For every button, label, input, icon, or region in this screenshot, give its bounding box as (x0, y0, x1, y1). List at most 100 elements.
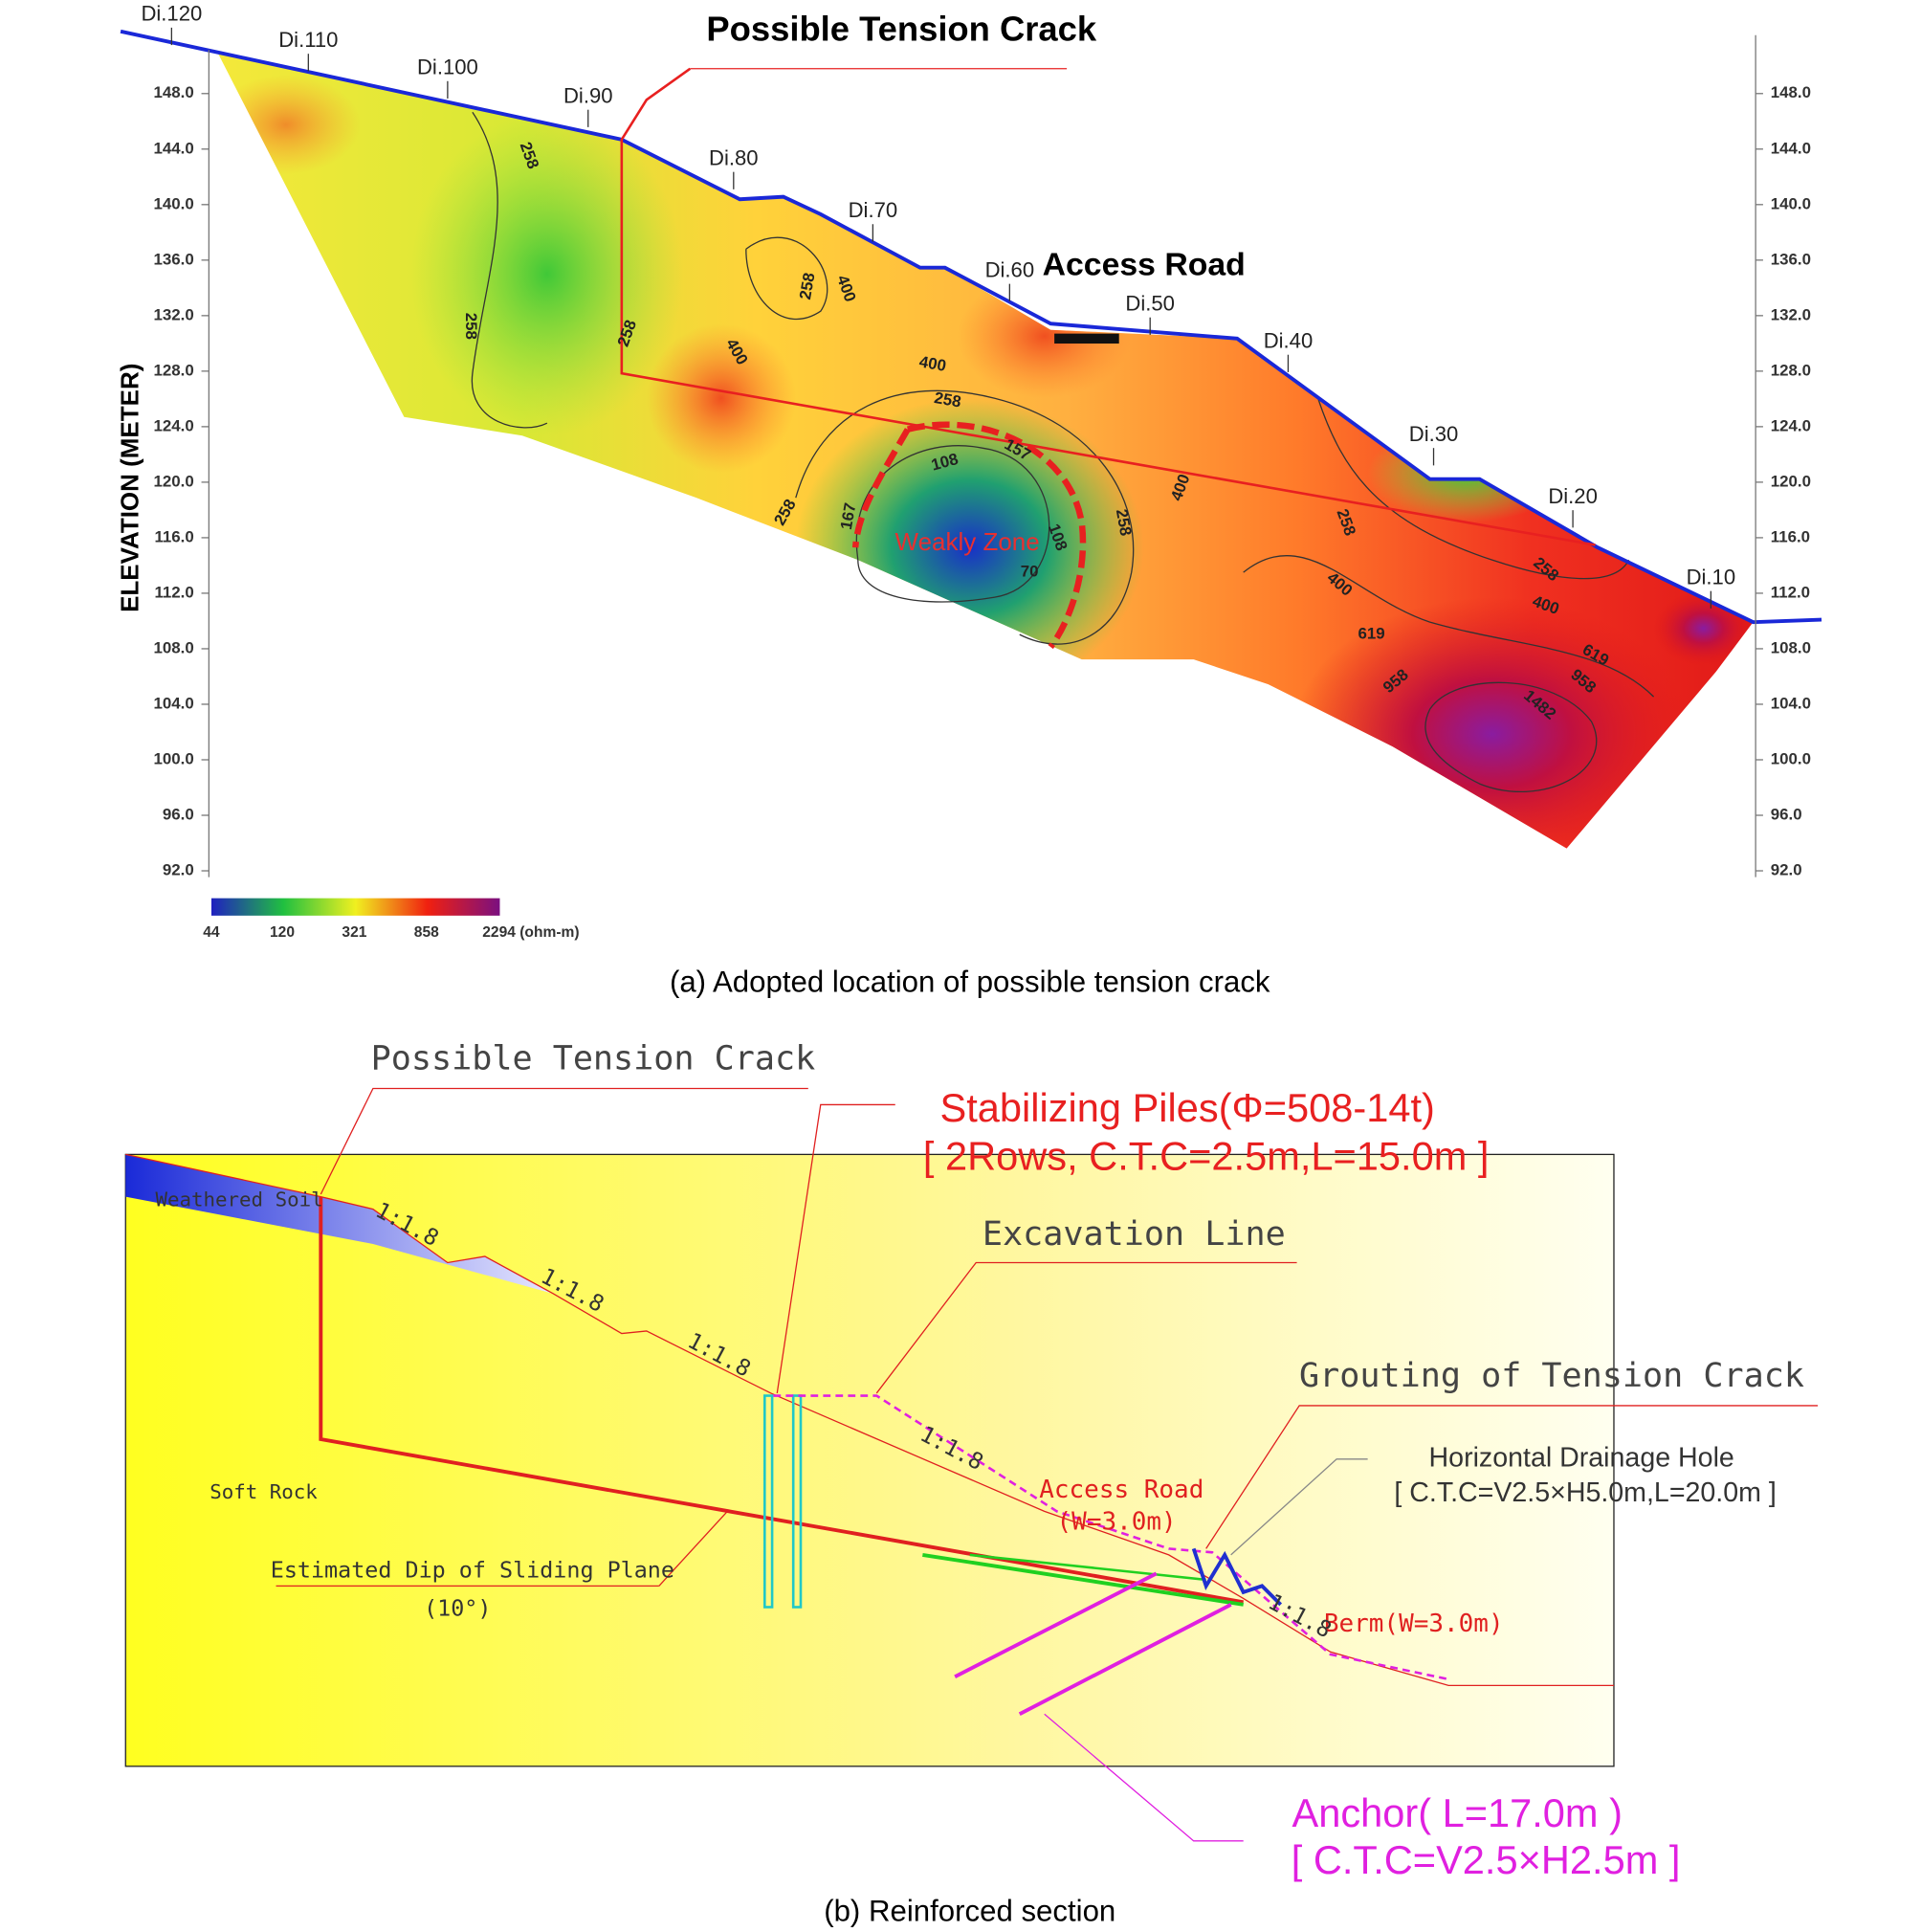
station-label: Di.30 (1409, 422, 1459, 446)
y-tick-label: 92.0 (1771, 860, 1802, 878)
station-label: Di.60 (985, 257, 1035, 281)
station-label: Di.120 (141, 2, 202, 26)
pile (763, 1394, 774, 1609)
drainage-label: Horizontal Drainage Hole (1429, 1442, 1734, 1473)
y-tick-label: 92.0 (163, 860, 194, 878)
title: Possible Tension Crack (706, 9, 1096, 48)
station-label: Di.70 (849, 198, 898, 222)
leader-lines (276, 1087, 1819, 1588)
y-tick-label: 100.0 (1771, 749, 1811, 767)
y-tick-label: 124.0 (1771, 416, 1811, 434)
tension-crack-label: Possible Tension Crack (371, 1039, 816, 1078)
weak-zone-outline (906, 421, 1087, 650)
soft-rock (124, 1153, 1615, 1767)
drainage-hole (922, 1552, 1244, 1607)
anchor (954, 1571, 1158, 1679)
y-tick-label: 140.0 (154, 194, 194, 212)
weathered-soil-label: Weathered Soil (155, 1188, 322, 1210)
y-tick-label: 100.0 (154, 749, 194, 767)
anchor (1018, 1603, 1232, 1716)
station-label: Di.80 (709, 145, 759, 169)
sliding-plane-angle: (10°) (424, 1595, 491, 1622)
piles-spec: [ 2Rows, C.T.C=2.5m,L=15.0m ] (923, 1134, 1490, 1179)
weathered-soil (125, 1154, 554, 1294)
station-label: Di.40 (1264, 329, 1314, 353)
colorbar-label: 2294 (ohm-m) (482, 924, 579, 941)
station-label: Di.50 (1125, 292, 1175, 316)
y-tick-label: 144.0 (1771, 139, 1811, 157)
colorbar-label: 321 (342, 924, 366, 941)
weak-zone-label: Weakly Zone (895, 527, 1040, 556)
access-road-label: Access Road (1043, 246, 1246, 282)
ground-line (125, 1153, 1614, 1687)
anchor-leader (1044, 1713, 1244, 1842)
colorbar-label: 858 (414, 924, 439, 941)
y-tick-label: 148.0 (154, 83, 194, 101)
anchor-spec: [ C.T.C=V2.5×H2.5m ] (1292, 1837, 1681, 1882)
contour-label: 258 (1113, 507, 1136, 537)
contours (471, 111, 1655, 792)
weak-zone-outline (851, 428, 911, 548)
access-road-width: (W=3.0m) (1057, 1508, 1177, 1537)
excavation-line (773, 1394, 1449, 1681)
berm-label: Berm(W=3.0m) (1324, 1610, 1504, 1638)
sliding-plane-label: Estimated Dip of Sliding Plane (271, 1556, 674, 1583)
y-axis-label: ELEVATION (METER) (116, 364, 144, 612)
resistivity-section (217, 52, 1754, 849)
y-tick-label: 136.0 (1771, 250, 1811, 268)
y-tick-label: 116.0 (1771, 527, 1810, 545)
y-tick-label: 96.0 (163, 805, 194, 823)
excavation-label: Excavation Line (983, 1214, 1286, 1254)
y-tick-label: 112.0 (1771, 583, 1810, 601)
colorbar (210, 898, 500, 916)
ground-surface (120, 29, 1822, 625)
anchor-label: Anchor( L=17.0m ) (1292, 1790, 1623, 1835)
y-tick-label: 144.0 (154, 139, 194, 157)
y-tick-label: 112.0 (154, 583, 193, 601)
y-tick-label: 140.0 (1771, 194, 1811, 212)
caption: (b) Reinforced section (824, 1894, 1115, 1927)
sliding-plane (319, 1196, 1245, 1605)
colorbar-label: 120 (270, 924, 295, 941)
soft-rock-label: Soft Rock (210, 1480, 318, 1503)
grouting-label: Grouting of Tension Crack (1299, 1356, 1804, 1395)
drainage-spec: [ C.T.C=V2.5×H5.0m,L=20.0m ] (1394, 1477, 1777, 1508)
y-tick-label: 124.0 (154, 416, 194, 434)
station-label: Di.90 (563, 84, 613, 108)
y-tick-label: 128.0 (1771, 361, 1811, 379)
y-tick-label: 104.0 (1771, 694, 1811, 712)
access-road-mark (1054, 333, 1119, 344)
y-tick-label: 132.0 (1771, 305, 1811, 323)
y-tick-label: 116.0 (154, 527, 193, 545)
contour-label: 400 (917, 352, 947, 375)
caption: (a) Adopted location of possible tension… (670, 966, 1270, 999)
y-tick-label: 148.0 (1771, 83, 1811, 101)
contour-label: 619 (1358, 625, 1384, 643)
y-tick-label: 128.0 (154, 361, 194, 379)
y-tick-label: 108.0 (154, 638, 194, 656)
station-label: Di.10 (1687, 565, 1736, 588)
piles-label: Stabilizing Piles(Φ=508-14t) (940, 1085, 1435, 1130)
y-tick-label: 104.0 (154, 694, 194, 712)
grouting (1191, 1547, 1283, 1607)
colorbar-label: 44 (203, 924, 220, 941)
y-tick-label: 96.0 (1771, 805, 1802, 823)
y-tick-label: 108.0 (1771, 638, 1811, 656)
contour-label: 167 (837, 501, 860, 531)
y-tick-label: 120.0 (1771, 472, 1811, 490)
access-road-label: Access Road (1039, 1476, 1203, 1504)
drainage-leader (1230, 1458, 1368, 1556)
station-label: Di.100 (417, 56, 478, 79)
pile (791, 1394, 803, 1609)
station-label: Di.110 (278, 28, 338, 52)
y-tick-label: 136.0 (154, 250, 194, 268)
tension-crack-line (620, 67, 1596, 546)
contour-label: 70 (1021, 563, 1039, 581)
contour-label: 258 (462, 313, 480, 340)
y-tick-label: 132.0 (154, 305, 194, 323)
y-tick-label: 120.0 (154, 472, 194, 490)
contour-label: 258 (933, 389, 962, 411)
drainage-hole (969, 1553, 1206, 1582)
